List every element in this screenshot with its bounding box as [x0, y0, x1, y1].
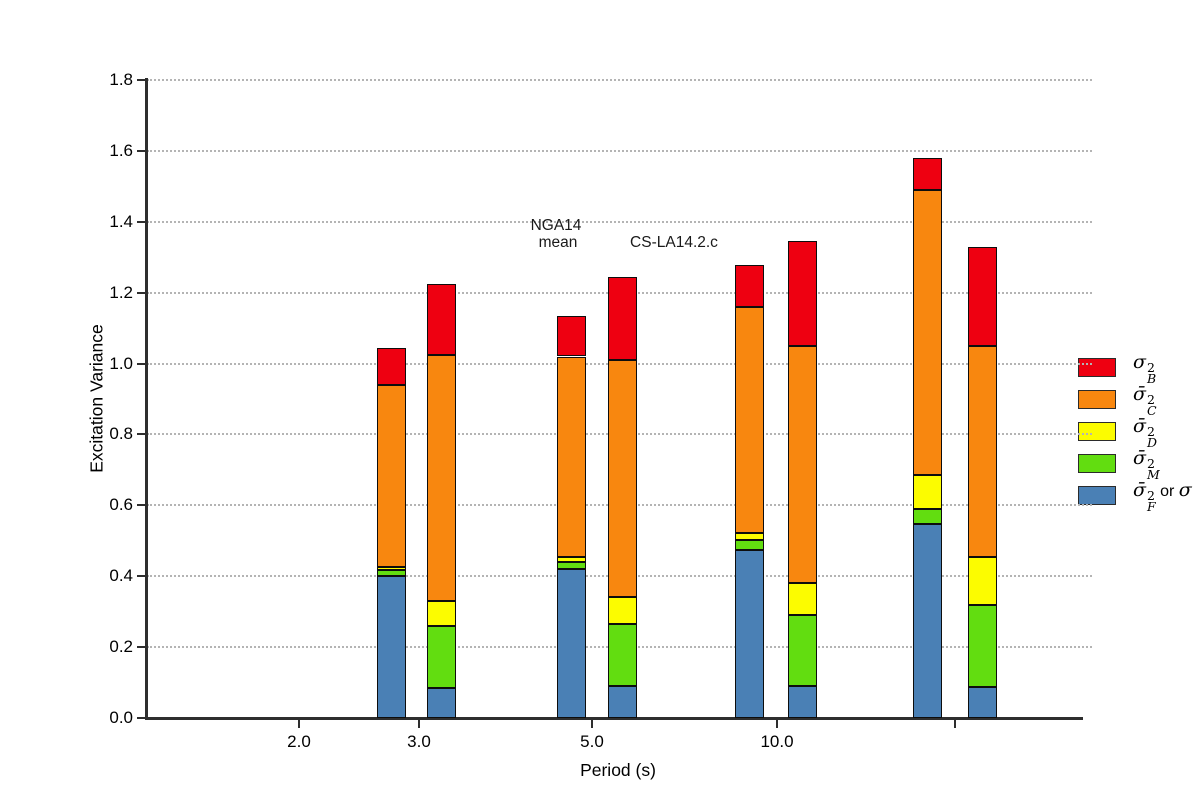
- x-tick-label: 5.0: [580, 732, 604, 751]
- bar-segment-sigma-F: [608, 686, 637, 718]
- bar-segment-sigma-D: [788, 583, 817, 616]
- y-tick-label: 1.4: [109, 211, 133, 231]
- bar-segment-sigma-M: [735, 539, 764, 550]
- bar-segment-sigma-B: [427, 283, 456, 355]
- y-tick-label: 1.0: [109, 353, 133, 373]
- bar-segment-sigma-M: [788, 615, 817, 687]
- bar-segment-sigma-B: [968, 246, 997, 346]
- bar-segment-sigma-C: [735, 306, 764, 533]
- legend-label: σ̄ 2 M: [1133, 446, 1160, 482]
- bar-segment-sigma-D: [735, 532, 764, 540]
- annotation-label: NGA14: [530, 217, 582, 234]
- y-tick-mark: [137, 220, 146, 223]
- y-tick-mark: [137, 504, 146, 507]
- legend-label: σ̄ 2 F or σ: [1133, 478, 1192, 514]
- bar-segment-sigma-C: [968, 345, 997, 557]
- bar-segment-sigma-C: [557, 356, 586, 557]
- y-tick-label: 1.2: [109, 282, 133, 302]
- y-gridline: [147, 220, 1092, 223]
- bar-segment-sigma-F: [427, 687, 456, 718]
- bar-segment-sigma-B: [377, 347, 406, 385]
- legend-swatch-icon: [1078, 421, 1116, 441]
- y-tick-label: 1.6: [109, 140, 133, 160]
- x-axis-title: Period (s): [580, 760, 656, 780]
- bar-segment-sigma-D: [557, 556, 586, 562]
- bar-segment-sigma-B: [788, 241, 817, 346]
- y-tick-label: 0.4: [109, 566, 133, 586]
- y-tick-label: 0.8: [109, 424, 133, 444]
- legend-swatch-icon: [1078, 453, 1116, 473]
- y-tick-mark: [137, 433, 146, 436]
- legend-swatch-icon: [1078, 357, 1116, 377]
- bar-segment-sigma-M: [557, 562, 586, 570]
- y-gridline: [147, 79, 1092, 81]
- bar-segment-sigma-D: [913, 475, 942, 509]
- bar-segment-sigma-B: [557, 315, 586, 357]
- legend-entry-sigma-C: σ̄ 2 C: [1078, 383, 1192, 416]
- y-tick-mark: [137, 717, 146, 719]
- x-axis-line: [145, 717, 1083, 720]
- bar-segment-sigma-M: [913, 508, 942, 524]
- y-tick-mark: [137, 149, 146, 152]
- y-tick-label: 0.2: [109, 637, 133, 657]
- bar-segment-sigma-F: [788, 686, 817, 718]
- y-tick-label: 0.0: [109, 708, 133, 727]
- y-gridline: [147, 149, 1092, 152]
- bar-segment-sigma-M: [427, 625, 456, 688]
- x-tick-mark: [954, 720, 956, 728]
- bar-segment-sigma-C: [427, 354, 456, 601]
- legend-swatch-icon: [1078, 389, 1116, 409]
- bar-segment-sigma-F: [557, 569, 586, 718]
- y-tick-label: 0.6: [109, 495, 133, 515]
- bar-segment-sigma-B: [913, 158, 942, 190]
- legend-entry-sigma-M: σ̄ 2 M: [1078, 447, 1192, 480]
- x-tick-label: 10.0: [760, 732, 794, 751]
- annotation-label: mean: [538, 234, 578, 251]
- bar-segment-sigma-D: [968, 556, 997, 605]
- x-tick-label: 2.0: [287, 732, 311, 751]
- bar-segment-sigma-B: [608, 276, 637, 360]
- legend-entry-sigma-F: σ̄ 2 F or σ: [1078, 479, 1192, 512]
- x-tick-label: 3.0: [407, 732, 431, 751]
- bar-segment-sigma-D: [377, 567, 406, 570]
- bar-segment-sigma-D: [427, 601, 456, 626]
- legend-label: σ̄ 2 D: [1133, 414, 1158, 450]
- y-tick-mark: [137, 79, 146, 81]
- bar-segment-sigma-F: [913, 523, 942, 718]
- bar-segment-sigma-M: [608, 624, 637, 687]
- legend-swatch-icon: [1078, 485, 1116, 505]
- bar-segment-sigma-C: [913, 189, 942, 476]
- legend-entry-sigma-D: σ̄ 2 D: [1078, 415, 1192, 448]
- bar-segment-sigma-D: [608, 596, 637, 625]
- bar-segment-sigma-M: [968, 604, 997, 687]
- annotation-label: CS-LA14.2.c: [630, 234, 718, 251]
- legend-label: σ̄ 2 C: [1133, 382, 1157, 418]
- bar-segment-sigma-F: [377, 576, 406, 718]
- x-tick-mark: [418, 720, 420, 728]
- x-tick-mark: [591, 720, 593, 728]
- y-tick-mark: [137, 362, 146, 365]
- bar-segment-sigma-F: [735, 549, 764, 718]
- y-tick-label: 1.8: [109, 70, 133, 89]
- bar-segment-sigma-F: [968, 686, 997, 718]
- x-tick-mark: [776, 720, 778, 728]
- x-tick-mark: [298, 720, 300, 728]
- y-tick-mark: [137, 291, 146, 294]
- y-axis-line: [145, 78, 148, 720]
- bar-segment-sigma-C: [377, 384, 406, 568]
- bar-segment-sigma-C: [788, 345, 817, 584]
- y-tick-mark: [137, 575, 146, 578]
- bar-segment-sigma-C: [608, 360, 637, 597]
- y-tick-mark: [137, 646, 146, 649]
- bar-segment-sigma-M: [377, 569, 406, 577]
- bar-segment-sigma-B: [735, 265, 764, 307]
